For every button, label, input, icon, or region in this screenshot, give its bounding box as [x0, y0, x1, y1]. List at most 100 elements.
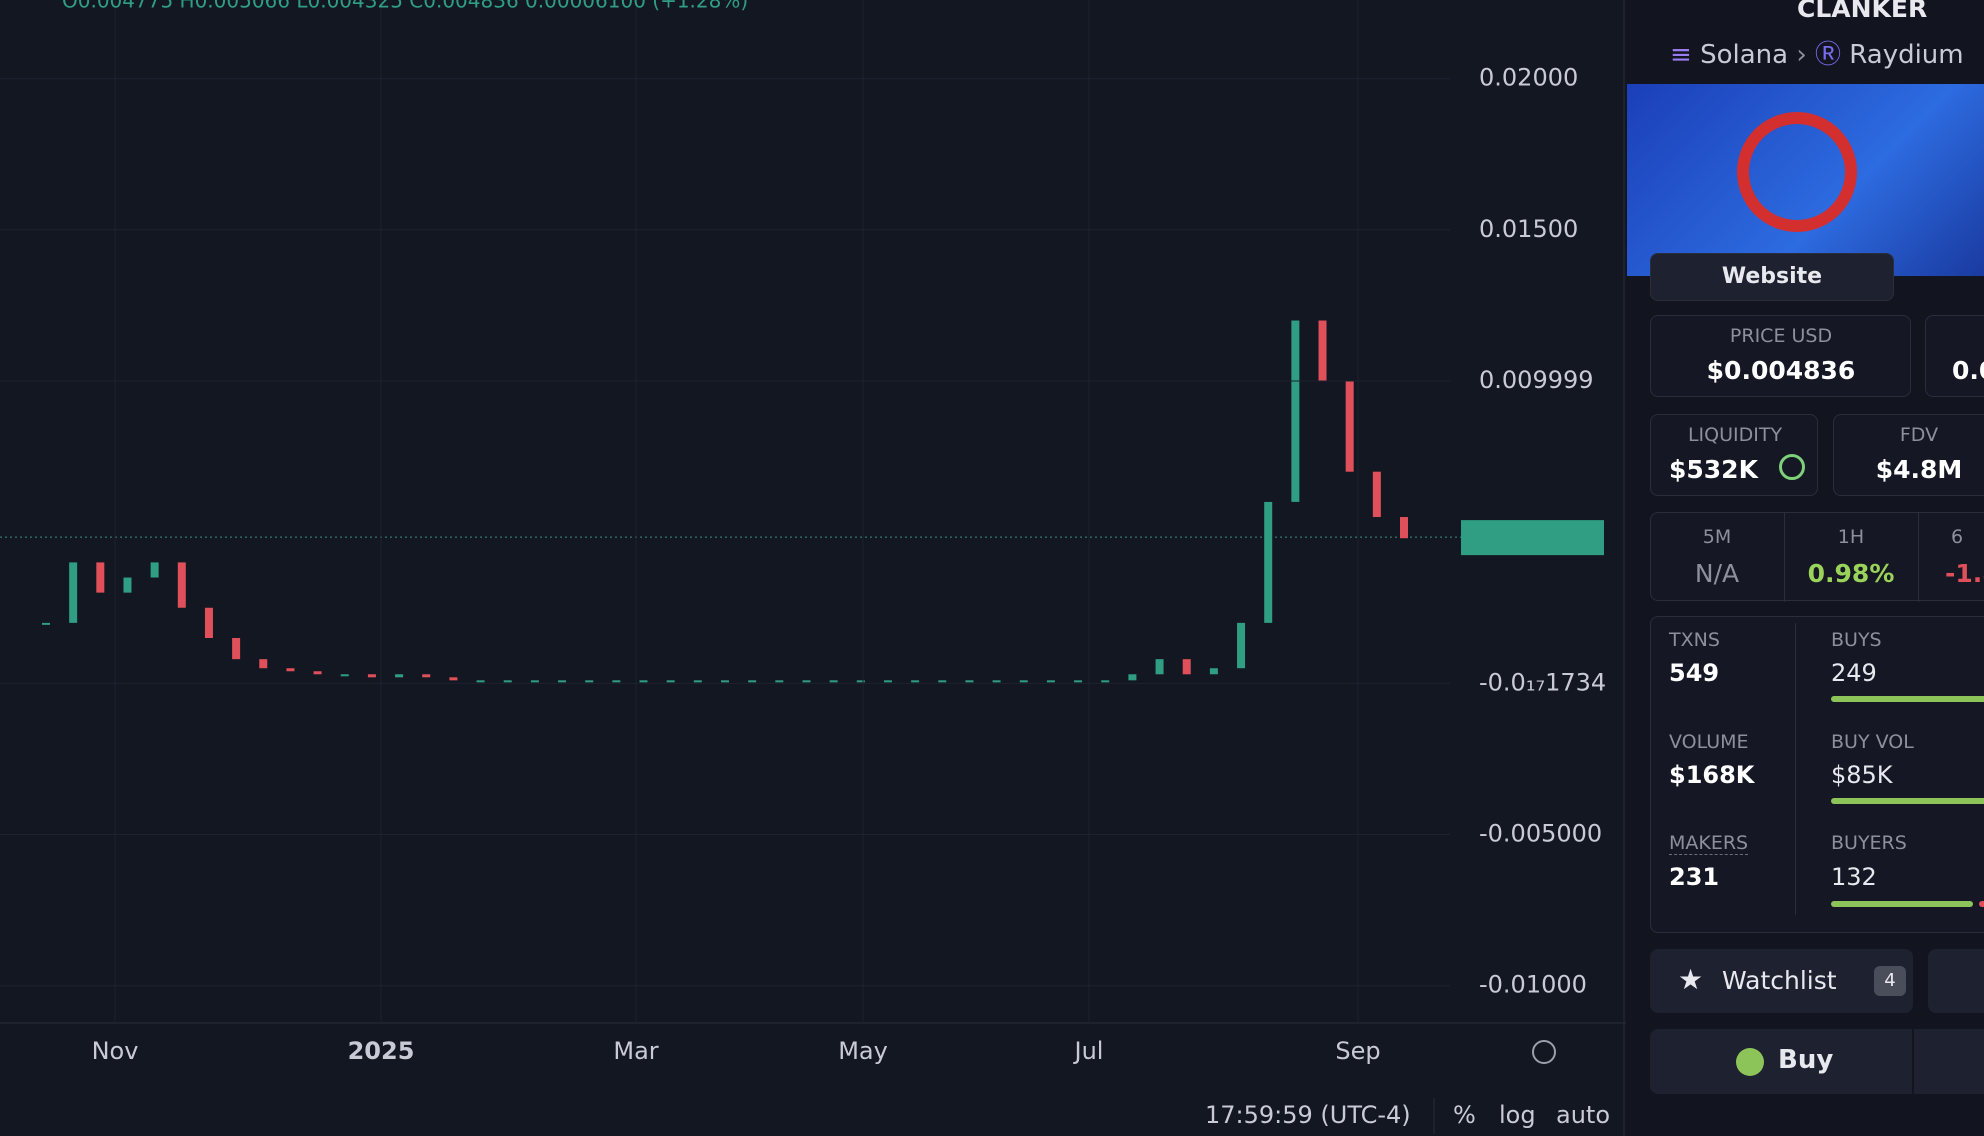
alert-button[interactable]: [1928, 949, 1984, 1013]
candle: [286, 668, 295, 672]
candle: [1400, 517, 1408, 539]
candle: [1372, 471, 1381, 518]
candle: [1101, 680, 1110, 683]
website-button[interactable]: Website: [1650, 253, 1894, 301]
log-toggle[interactable]: log: [1499, 1101, 1536, 1129]
candle: [42, 622, 50, 625]
x-tick-label: Sep: [1335, 1037, 1380, 1065]
price-chart: 0.004836SepJulMayMar2025Nov-0.01000-0.00…: [0, 0, 1626, 1136]
watchlist-button[interactable]: ★ Watchlist 4: [1650, 949, 1913, 1013]
candle: [1074, 680, 1083, 683]
x-tick-label: Mar: [613, 1037, 658, 1065]
side-panel: CLANKER ≡ Solana › Ⓡ Raydium Website PRI…: [1626, 0, 1984, 1136]
chain-name[interactable]: ≡ Solana › Ⓡ Raydium: [1670, 40, 1964, 70]
settings-icon[interactable]: [1532, 1040, 1556, 1064]
price-native: 0.0: [1952, 356, 1984, 385]
txns-label: TXNS: [1669, 629, 1720, 651]
stats-box: TXNS 549 BUYS 249 VOLUME $168K BUY VOL $…: [1650, 616, 1984, 933]
percent-toggle[interactable]: %: [1453, 1101, 1476, 1129]
candle: [204, 607, 213, 638]
candle: [883, 680, 892, 683]
candle: [177, 562, 186, 608]
candle: [1345, 380, 1354, 472]
candle: [232, 637, 241, 660]
candle: [856, 680, 865, 683]
candle: [558, 680, 567, 683]
candle: [1046, 680, 1055, 683]
change-label: 6: [1951, 526, 1964, 548]
buy-icon: [1736, 1048, 1764, 1076]
candle: [585, 680, 594, 683]
change-label: 1H: [1837, 526, 1865, 548]
buy-vol: $85K: [1831, 761, 1893, 789]
banner: [1627, 84, 1984, 276]
candle: [340, 674, 349, 677]
candle: [313, 671, 322, 675]
candle: [802, 680, 811, 683]
time-label: 17:59:59 (UTC-4): [1205, 1101, 1411, 1129]
candle: [1209, 668, 1218, 675]
candle: [259, 659, 268, 669]
fdv-label: FDV: [1899, 424, 1939, 446]
candle: [693, 680, 702, 683]
price-usd: $0.004836: [1706, 356, 1856, 385]
volume: $168K: [1669, 761, 1755, 789]
makers-label: MAKERS: [1669, 832, 1749, 855]
price-native-box: 0.0: [1925, 315, 1984, 397]
candle: [1182, 659, 1191, 675]
makers: 231: [1669, 863, 1720, 891]
candle: [829, 680, 838, 683]
liquidity-label: LIQUIDITY: [1687, 424, 1783, 446]
candle: [1155, 659, 1164, 675]
candle: [612, 680, 621, 683]
change-label: 5M: [1702, 526, 1732, 548]
candle: [1128, 674, 1137, 681]
change-value: -1.8: [1945, 559, 1984, 588]
candle: [530, 680, 539, 683]
y-tick-label: -0.0₁₇1734: [1479, 668, 1606, 696]
website-label: Website: [1721, 264, 1823, 289]
candle: [1318, 320, 1327, 381]
candle: [1291, 320, 1300, 502]
buy-vol-label: BUY VOL: [1831, 731, 1914, 753]
candle: [123, 577, 132, 593]
candle: [69, 562, 78, 623]
watchlist-count: 4: [1874, 966, 1906, 996]
buyers-label: BUYERS: [1831, 832, 1907, 854]
pair-symbol: CLANKER: [1797, 0, 1928, 23]
y-tick-label: -0.005000: [1479, 820, 1602, 848]
banner-logo: [1737, 112, 1857, 232]
candle: [775, 680, 784, 683]
buy-label: Buy: [1778, 1045, 1834, 1075]
price-usd-label: PRICE USD: [1729, 325, 1833, 347]
auto-toggle[interactable]: auto: [1556, 1101, 1610, 1129]
change-value: 0.98%: [1807, 559, 1895, 588]
buys: 249: [1831, 659, 1877, 687]
candle: [1019, 680, 1028, 683]
y-tick-label: 0.01500: [1479, 215, 1578, 243]
candle: [721, 680, 729, 683]
buyers: 132: [1831, 863, 1877, 891]
candle: [150, 562, 159, 578]
liquidity-value: $532K: [1669, 455, 1758, 484]
change-value: N/A: [1694, 559, 1740, 588]
y-tick-label: 0.02000: [1479, 64, 1578, 92]
star-icon: ★: [1678, 963, 1704, 996]
candle: [449, 677, 458, 681]
dex: Raydium: [1849, 40, 1964, 70]
candle: [748, 680, 757, 683]
buys-label: BUYS: [1831, 629, 1882, 651]
candle: [938, 680, 947, 683]
candle: [1237, 622, 1246, 669]
buy-button[interactable]: Buy: [1650, 1029, 1984, 1094]
volume-label: VOLUME: [1669, 731, 1749, 753]
candle: [96, 562, 105, 593]
watchlist-label: Watchlist: [1722, 966, 1837, 995]
chart-bg: [0, 0, 1626, 1136]
ohlc-header: O0.004775 H0.005066 L0.004325 C0.004836 …: [62, 0, 748, 13]
candle: [476, 680, 485, 683]
price-usd-box: PRICE USD $0.004836: [1650, 315, 1911, 397]
fdv-box: FDV $4.8M: [1833, 414, 1984, 496]
candle: [367, 674, 376, 678]
